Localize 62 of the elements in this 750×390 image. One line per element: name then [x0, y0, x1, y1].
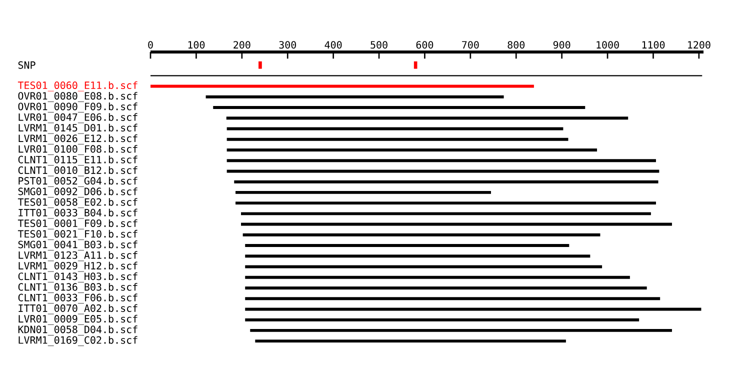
- y-tick-label: LVR01_0100_F08.b.scf: [18, 145, 138, 155]
- bar: [245, 308, 702, 311]
- bar: [245, 254, 590, 258]
- y-tick-label: LVRM1_0029_H12.b.scf: [18, 262, 138, 272]
- x-tick-label: 800: [508, 41, 525, 49]
- x-tick-label: 100: [188, 41, 205, 49]
- y-tick-label: TES01_0001_F09.b.scf: [18, 219, 138, 230]
- bar: [245, 286, 647, 290]
- y-tick-label: KDN01_0058_D04.b.scf: [18, 325, 138, 336]
- y-tick-label: TES01_0058_E02.b.scf: [18, 198, 138, 208]
- bar: [241, 222, 672, 226]
- bar: [226, 116, 628, 120]
- x-tick-label: 1200: [688, 41, 710, 49]
- x-tick-label: 700: [462, 41, 479, 49]
- bar: [245, 276, 630, 279]
- bar: [245, 297, 660, 300]
- y-tick-label: SNP: [18, 61, 36, 69]
- y-tick-label: LVR01_0047_E06.b.scf: [18, 113, 138, 124]
- y-tick-label: LVR01_0009_E05.b.scf: [18, 314, 138, 325]
- y-tick-label: CLNT1_0033_F06.b.scf: [18, 294, 138, 304]
- bar: [245, 244, 570, 248]
- y-tick-label: CLNT1_0136_B03.b.scf: [18, 283, 138, 293]
- y-tick-label: SMG01_0092_D06.b.scf: [18, 187, 138, 198]
- x-tick-label: 600: [416, 41, 434, 49]
- y-tick-label: SMG01_0041_B03.b.scf: [18, 240, 138, 251]
- bar: [226, 138, 568, 141]
- bar: [150, 84, 534, 88]
- bar: [226, 148, 598, 152]
- y-tick-label: LVRM1_0169_C02.b.scf: [18, 336, 138, 346]
- y-tick-label: LVRM1_0145_D01.b.scf: [18, 124, 138, 134]
- y-tick-label: CLNT1_0115_E11.b.scf: [18, 156, 138, 166]
- bar: [226, 159, 656, 162]
- y-tick-label: OVR01_0090_F09.b.scf: [18, 102, 138, 113]
- bar: [234, 180, 658, 184]
- bar: [236, 190, 491, 194]
- y-tick-label: PST01_0052_G04.b.scf: [18, 176, 138, 187]
- y-tick-label: CLNT1_0010_B12.b.scf: [18, 166, 138, 176]
- x-tick-label: 500: [370, 41, 388, 49]
- y-tick-label: TES01_0060_E11.b.scf: [18, 81, 138, 92]
- bar: [245, 318, 640, 322]
- x-tick-label: 400: [324, 41, 342, 49]
- bar: [226, 170, 660, 173]
- bar: [236, 202, 656, 205]
- bar: [206, 95, 504, 98]
- bar: [241, 212, 651, 216]
- y-tick-label: OVR01_0080_E08.b.scf: [18, 92, 138, 102]
- x-tick-label: 1100: [642, 41, 665, 49]
- bar: [242, 233, 600, 236]
- x-tick-label: 1000: [596, 41, 619, 49]
- y-tick-label: ITT01_0033_B04.b.scf: [18, 208, 138, 219]
- y-tick-label: TES01_0021_F10.b.scf: [18, 230, 138, 240]
- x-tick-label: 900: [553, 41, 570, 49]
- y-tick-label: LVRM1_0123_A11.b.scf: [18, 251, 138, 262]
- y-tick-label: CLNT1_0143_H03.b.scf: [18, 272, 138, 282]
- x-tick-label: 300: [279, 41, 296, 49]
- bar: [255, 340, 566, 343]
- y-tick-label: LVRM1_0026_E12.b.scf: [18, 134, 138, 144]
- bar: [250, 328, 672, 332]
- x-tick-label: 200: [234, 41, 250, 49]
- bar: [213, 106, 586, 110]
- x-tick-label: 0: [148, 41, 153, 49]
- y-tick-label: ITT01_0070_A02.b.scf: [18, 304, 138, 314]
